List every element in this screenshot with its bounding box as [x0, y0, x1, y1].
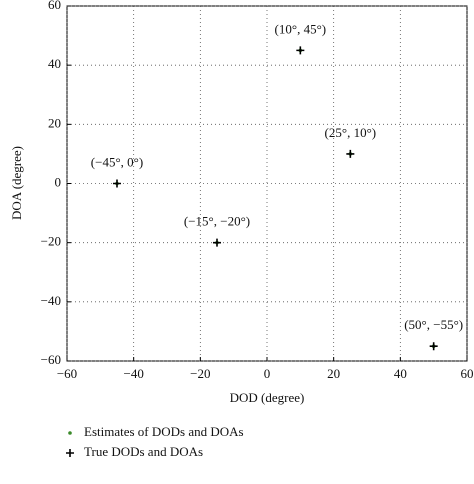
x-tick-label: 0 — [264, 366, 271, 381]
point — [113, 179, 121, 188]
annotation: (25°, 10°) — [325, 125, 377, 140]
x-tick-label: −20 — [190, 366, 210, 381]
x-tick-label: −60 — [57, 366, 77, 381]
point — [213, 238, 221, 247]
y-tick-label: 20 — [48, 115, 61, 130]
annotation: (−45°, 0°) — [91, 154, 143, 169]
y-tick-label: 60 — [48, 0, 61, 12]
point — [429, 342, 438, 351]
y-tick-label: 0 — [55, 174, 62, 189]
point — [296, 46, 305, 55]
x-tick-label: 40 — [394, 366, 407, 381]
annotation: (−15°, −20°) — [184, 214, 250, 229]
annotation: (10°, 45°) — [275, 21, 327, 36]
x-tick-label: 60 — [461, 366, 474, 381]
y-tick-label: −60 — [41, 352, 61, 367]
x-tick-label: 20 — [327, 366, 340, 381]
x-axis-label: DOD (degree) — [230, 390, 305, 405]
legend-marker — [66, 449, 74, 457]
y-tick-label: −40 — [41, 293, 61, 308]
x-tick-label: −40 — [123, 366, 143, 381]
y-tick-label: −20 — [41, 234, 61, 249]
annotation: (50°, −55°) — [404, 317, 463, 332]
legend-marker — [68, 431, 72, 435]
legend-label: Estimates of DODs and DOAs — [84, 424, 244, 439]
y-tick-label: 40 — [48, 56, 61, 71]
y-axis-label: DOA (degree) — [9, 146, 24, 220]
point — [346, 149, 355, 158]
legend-label: True DODs and DOAs — [84, 444, 203, 459]
